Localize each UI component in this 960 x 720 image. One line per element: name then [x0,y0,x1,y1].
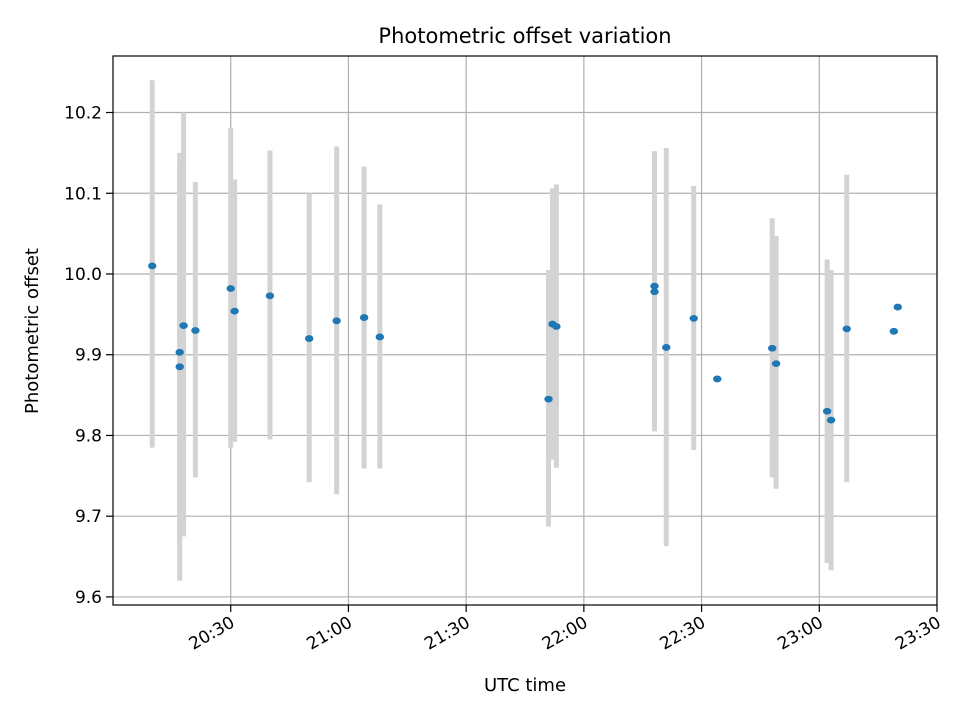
data-point [332,317,341,325]
data-point [893,303,902,311]
data-point [650,288,659,296]
data-point [544,395,553,403]
data-point [768,344,777,352]
data-point [889,327,899,335]
grid [113,56,938,605]
y-tick-label: 10.1 [64,184,102,204]
data-point [226,285,235,292]
data-point [191,327,200,334]
data-point [265,292,275,300]
data-point [375,333,385,341]
data-point [826,416,836,424]
data-point [842,325,851,333]
y-tick-label: 9.9 [75,346,102,366]
data-point [304,335,314,342]
data-point [148,262,157,270]
y-tick-label: 9.7 [75,507,102,527]
data-point [359,314,369,321]
y-tick-label: 10.0 [64,265,102,285]
data-point [552,323,561,330]
x-axis-label: UTC time [484,675,566,696]
y-tick-label: 9.8 [75,426,102,446]
plot-frame [112,55,938,606]
data-point [771,360,781,368]
data-point [650,282,659,290]
data-point [175,348,184,356]
y-tick-label: 9.6 [75,588,102,608]
data-point [822,407,832,415]
data-point [689,314,698,322]
y-axis-ticks: 9.6 9.7 9.8 9.9 10.0 10.1 10.2 [64,104,113,608]
chart-title: Photometric offset variation [378,24,671,48]
data-point [179,322,188,330]
data-points [148,262,902,424]
data-point [230,307,239,315]
data-point [713,375,722,383]
y-tick-label: 10.2 [64,104,102,124]
y-axis-label: Photometric offset [22,248,43,414]
data-point [662,344,671,351]
data-point [175,363,184,371]
